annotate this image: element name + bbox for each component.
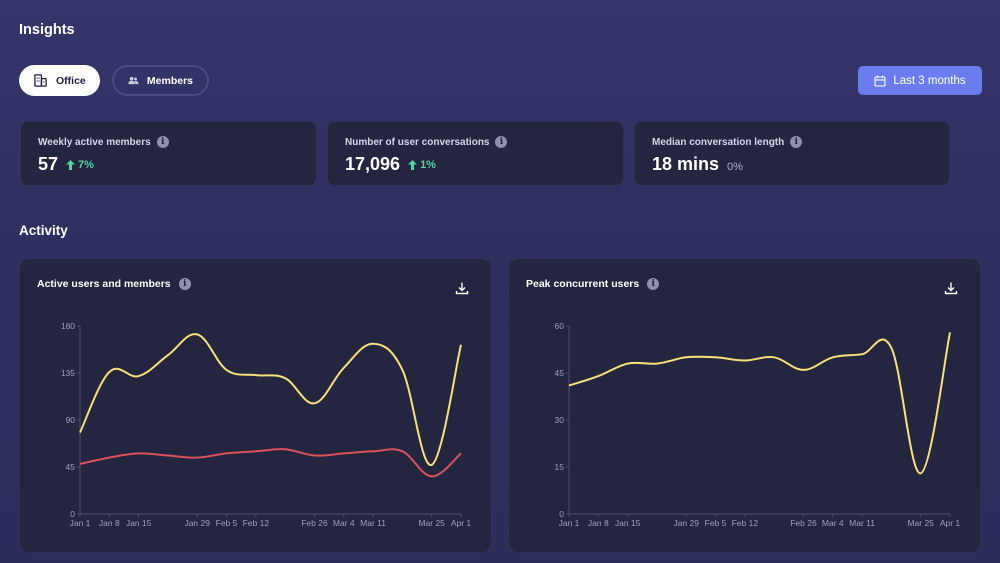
- info-icon[interactable]: i: [156, 136, 169, 148]
- chart-card-peak-concurrent: 0 15 30 45 60 Jan 1 Jan 8 Jan 15 Jan 29 Feb 5 Feb …: [508, 258, 981, 553]
- y-tick-label: 60: [555, 321, 565, 331]
- stat-value: 17,096: [345, 154, 401, 174]
- stat-label: Weekly active members i: [38, 136, 299, 148]
- x-tick-label: Jan 15: [126, 518, 152, 528]
- date-range-label: Last 3 months: [893, 74, 966, 87]
- info-icon[interactable]: i: [495, 136, 508, 148]
- stat-label-text: Number of user conversations: [345, 136, 490, 148]
- x-tick-label: Jan 15: [615, 518, 641, 528]
- tab-members-label: Members: [146, 74, 193, 87]
- chart-title: Peak concurrent users i: [526, 278, 660, 290]
- stat-label-text: Weekly active members: [38, 136, 151, 148]
- section-title-activity: Activity: [19, 223, 68, 238]
- stat-label-text: Median conversation length: [652, 136, 785, 148]
- info-icon[interactable]: i: [178, 278, 191, 290]
- y-tick-label: 135: [61, 368, 75, 378]
- x-tick-label: Apr 1: [940, 518, 961, 528]
- y-tick-label: 180: [61, 321, 75, 331]
- x-tick-label: Mar 11: [360, 518, 386, 528]
- x-tick-label: Mar 25: [418, 518, 445, 528]
- stat-value: 57: [38, 154, 59, 174]
- chart-active-users: 0 45 90 135 180 Jan 1 Jan 8 Jan 15 Jan 29 Feb 5 Fe…: [61, 321, 472, 528]
- stat-value: 18 mins: [652, 154, 720, 174]
- arrow-up-icon: [66, 160, 76, 170]
- date-range-button[interactable]: Last 3 months: [858, 66, 982, 95]
- chart-title-text: Active users and members: [37, 278, 171, 290]
- tab-members[interactable]: Members: [112, 65, 209, 96]
- stats-row: Weekly active members i 57 7% Number of …: [20, 121, 950, 186]
- y-tick-label: 45: [66, 462, 76, 472]
- stat-change: 1%: [408, 159, 436, 171]
- x-tick-label: Jan 8: [588, 518, 609, 528]
- x-tick-label: Feb 12: [243, 518, 270, 528]
- info-icon[interactable]: i: [647, 278, 660, 290]
- chart-title: Active users and members i: [37, 278, 191, 290]
- x-tick-label: Feb 26: [301, 518, 328, 528]
- x-tick-label: Mar 4: [822, 518, 844, 528]
- arrow-up-icon: [408, 160, 418, 170]
- y-tick-label: 30: [555, 415, 565, 425]
- stat-card-weekly-active: Weekly active members i 57 7%: [20, 121, 317, 186]
- x-tick-label: Mar 4: [333, 518, 355, 528]
- x-tick-label: Jan 8: [99, 518, 120, 528]
- x-tick-label: Feb 5: [216, 518, 238, 528]
- x-tick-label: Mar 11: [849, 518, 875, 528]
- download-icon[interactable]: [944, 281, 958, 295]
- view-tabs: Office Members: [19, 65, 209, 96]
- stat-change-text: 7%: [78, 159, 94, 171]
- x-tick-label: Feb 26: [790, 518, 817, 528]
- y-tick-label: 0: [559, 509, 564, 519]
- stat-card-median-length: Median conversation length i 18 mins 0%: [634, 121, 950, 186]
- stat-label: Median conversation length i: [652, 136, 932, 148]
- x-tick-label: Feb 5: [705, 518, 727, 528]
- series-line-0: [79, 333, 462, 466]
- x-tick-label: Jan 29: [673, 518, 699, 528]
- y-tick-label: 90: [66, 415, 76, 425]
- x-tick-label: Mar 25: [907, 518, 934, 528]
- chart-peak-concurrent: 0 15 30 45 60 Jan 1 Jan 8 Jan 15 Jan 29 Feb 5 Feb …: [555, 321, 961, 528]
- series-line-0: [568, 332, 951, 475]
- series-line-1: [79, 448, 462, 478]
- x-tick-label: Feb 12: [732, 518, 759, 528]
- y-tick-label: 15: [555, 462, 565, 472]
- chart-card-active-users: 0 45 90 135 180 Jan 1 Jan 8 Jan 15 Jan 29 Feb 5 Fe…: [19, 258, 492, 553]
- stat-change: 7%: [66, 159, 94, 171]
- download-icon[interactable]: [455, 281, 469, 295]
- stat-label: Number of user conversations i: [345, 136, 606, 148]
- users-icon: [128, 76, 139, 85]
- page-title: Insights: [19, 22, 75, 38]
- chart-title-text: Peak concurrent users: [526, 278, 640, 290]
- y-tick-label: 45: [555, 368, 565, 378]
- stat-change-text: 1%: [420, 159, 436, 171]
- tab-office-label: Office: [56, 74, 86, 87]
- stat-change: 0%: [727, 161, 743, 173]
- calendar-icon: [874, 75, 886, 87]
- x-tick-label: Jan 1: [559, 518, 580, 528]
- tab-office[interactable]: Office: [19, 65, 100, 96]
- x-tick-label: Jan 1: [70, 518, 91, 528]
- stat-card-conversations: Number of user conversations i 17,096 1%: [327, 121, 624, 186]
- x-tick-label: Apr 1: [451, 518, 472, 528]
- building-icon: [34, 74, 47, 87]
- y-tick-label: 0: [70, 509, 75, 519]
- x-tick-label: Jan 29: [184, 518, 210, 528]
- info-icon[interactable]: i: [790, 136, 803, 148]
